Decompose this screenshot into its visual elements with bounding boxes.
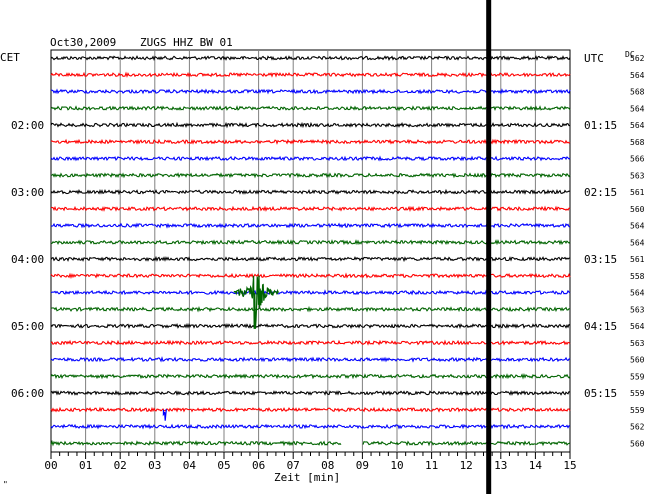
seismic-traces xyxy=(50,55,571,447)
trace-row-8 xyxy=(50,188,571,196)
right-time-labels: UTC 01:15 02:15 03:15 04:15 05:15 xyxy=(584,52,617,400)
left-time-label: 05:00 xyxy=(11,320,44,333)
left-time-label: 03:00 xyxy=(11,186,44,199)
dc-value: 559 xyxy=(630,372,645,381)
dc-value: 560 xyxy=(630,205,645,214)
trace-row-6 xyxy=(50,155,571,162)
dc-value: 563 xyxy=(630,305,645,314)
dc-values: 562 564 568 564 564 568 566 563 561 560 564 564 561 5… xyxy=(630,54,645,448)
dc-value: 559 xyxy=(630,389,645,398)
x-tick-label: 12 xyxy=(460,459,473,472)
trace-row-15 xyxy=(50,305,571,313)
trace-row-9 xyxy=(50,205,571,213)
x-tick-label: 06 xyxy=(252,459,265,472)
trace-row-17 xyxy=(50,339,571,346)
trace-row-23 xyxy=(50,439,571,447)
x-tick-label: 01 xyxy=(79,459,92,472)
x-axis-label: Zeit [min] xyxy=(274,471,340,484)
x-tick-label: 11 xyxy=(425,459,438,472)
dc-value: 564 xyxy=(630,322,645,331)
x-tick-label: 02 xyxy=(114,459,127,472)
right-time-label: 04:15 xyxy=(584,320,617,333)
trace-row-11 xyxy=(50,239,571,246)
trace-row-3 xyxy=(50,105,571,112)
time-marker xyxy=(486,0,492,494)
trace-row-10 xyxy=(50,222,571,229)
right-time-label: UTC xyxy=(584,52,604,65)
event-traces xyxy=(162,275,280,421)
x-tick-label: 15 xyxy=(563,459,576,472)
trace-row-0 xyxy=(50,55,571,61)
left-time-label: 04:00 xyxy=(11,253,44,266)
dc-value: 564 xyxy=(630,71,645,80)
dc-value: 560 xyxy=(630,356,645,365)
dc-value: 559 xyxy=(630,406,645,415)
chart-station: ZUGS HHZ BW 01 xyxy=(140,36,233,49)
right-time-label: 01:15 xyxy=(584,119,617,132)
trace-row-19 xyxy=(50,373,571,380)
trace-row-21 xyxy=(50,406,571,413)
left-time-label: 02:00 xyxy=(11,119,44,132)
x-tick-label: 05 xyxy=(217,459,230,472)
x-tick-label: 07 xyxy=(287,459,300,472)
right-time-label: 03:15 xyxy=(584,253,617,266)
trace-row-14 xyxy=(50,289,571,296)
dc-value: 562 xyxy=(630,423,645,432)
trace-row-16 xyxy=(50,322,571,330)
dc-value: 564 xyxy=(630,222,645,231)
trace-row-12 xyxy=(50,255,571,263)
trace-row-1 xyxy=(50,71,571,78)
left-zone-label: CET xyxy=(0,51,20,64)
trace-row-13 xyxy=(50,272,571,279)
dc-value: 558 xyxy=(630,272,645,281)
dc-value: 561 xyxy=(630,255,645,264)
x-axis: 00 01 02 03 04 05 06 07 08 09 10 11 12 13 14 15 xyxy=(44,452,577,472)
dc-value: 568 xyxy=(630,88,645,97)
dc-value: 568 xyxy=(630,138,645,147)
left-time-label: 06:00 xyxy=(11,387,44,400)
dc-value: 560 xyxy=(630,439,645,448)
event-signal-1 xyxy=(162,408,167,421)
event-signal-0 xyxy=(233,275,280,329)
marker-line xyxy=(486,0,492,494)
x-tick-label: 14 xyxy=(529,459,543,472)
dc-value: 561 xyxy=(630,188,645,197)
dc-header-label: DC xyxy=(625,50,635,59)
dc-value: 566 xyxy=(630,155,645,164)
x-tick-label: 03 xyxy=(148,459,161,472)
x-tick-label: 08 xyxy=(321,459,334,472)
dc-value: 563 xyxy=(630,171,645,180)
trace-row-5 xyxy=(50,138,571,145)
trace-row-18 xyxy=(50,356,571,363)
corner-mark: " xyxy=(3,480,8,489)
trace-row-7 xyxy=(50,172,571,179)
x-tick-label: 10 xyxy=(390,459,403,472)
dc-value: 562 xyxy=(630,54,645,63)
right-time-label: 05:15 xyxy=(584,387,617,400)
x-tick-label: 09 xyxy=(356,459,369,472)
trace-row-22 xyxy=(50,423,571,430)
trace-row-2 xyxy=(51,88,571,95)
grid-lines xyxy=(50,49,571,453)
dc-value: 563 xyxy=(630,339,645,348)
x-tick-label: 00 xyxy=(44,459,57,472)
left-time-labels: 02:00 03:00 04:00 05:00 06:00 xyxy=(11,119,44,400)
trace-row-20 xyxy=(50,389,571,396)
x-tick-label: 13 xyxy=(494,459,507,472)
dc-value: 564 xyxy=(630,238,645,247)
trace-row-4 xyxy=(50,121,570,129)
chart-date: Oct30,2009 xyxy=(50,36,116,49)
right-time-label: 02:15 xyxy=(584,186,617,199)
dc-value: 564 xyxy=(630,121,645,130)
dc-value: 564 xyxy=(630,289,645,298)
x-tick-label: 04 xyxy=(183,459,197,472)
dc-value: 564 xyxy=(630,104,645,113)
